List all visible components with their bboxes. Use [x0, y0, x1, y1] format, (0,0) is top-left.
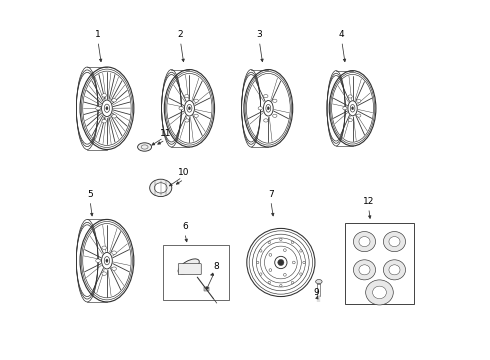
Ellipse shape [179, 107, 183, 110]
Ellipse shape [348, 118, 352, 122]
Ellipse shape [348, 95, 352, 98]
Ellipse shape [316, 279, 322, 284]
Ellipse shape [96, 107, 100, 110]
Bar [345, 223, 414, 304]
Ellipse shape [102, 120, 106, 123]
Ellipse shape [258, 107, 263, 110]
Ellipse shape [357, 99, 361, 103]
Ellipse shape [185, 119, 189, 122]
Ellipse shape [101, 252, 112, 269]
Ellipse shape [372, 286, 387, 299]
Ellipse shape [112, 114, 117, 118]
Ellipse shape [106, 259, 108, 262]
Ellipse shape [383, 260, 406, 280]
Circle shape [268, 241, 270, 244]
Ellipse shape [112, 251, 117, 255]
Circle shape [303, 261, 305, 264]
Ellipse shape [268, 107, 270, 110]
Circle shape [291, 282, 294, 284]
Text: 9: 9 [314, 288, 319, 297]
Text: 7: 7 [268, 190, 274, 199]
Text: 12: 12 [363, 197, 374, 206]
Ellipse shape [112, 99, 117, 102]
Circle shape [300, 273, 302, 275]
Circle shape [275, 256, 287, 269]
Ellipse shape [353, 231, 375, 252]
Circle shape [284, 249, 286, 252]
Circle shape [280, 284, 282, 287]
Circle shape [291, 241, 294, 244]
FancyBboxPatch shape [178, 264, 201, 275]
Ellipse shape [138, 143, 151, 151]
Ellipse shape [189, 107, 191, 110]
Circle shape [260, 250, 262, 252]
Circle shape [269, 253, 272, 256]
Circle shape [293, 261, 295, 264]
Ellipse shape [106, 107, 108, 110]
Ellipse shape [264, 119, 268, 122]
Text: 8: 8 [214, 262, 219, 271]
Ellipse shape [264, 100, 273, 116]
Ellipse shape [366, 280, 393, 305]
Ellipse shape [264, 94, 268, 98]
Ellipse shape [359, 237, 370, 247]
Ellipse shape [102, 246, 106, 249]
Circle shape [260, 273, 262, 275]
Ellipse shape [272, 99, 277, 102]
Ellipse shape [353, 260, 375, 280]
Circle shape [269, 269, 272, 271]
Text: 10: 10 [178, 168, 190, 177]
Ellipse shape [357, 114, 361, 117]
Text: 11: 11 [160, 129, 171, 138]
Ellipse shape [96, 259, 100, 262]
Ellipse shape [112, 267, 117, 270]
Text: 6: 6 [182, 222, 188, 231]
Ellipse shape [383, 231, 406, 252]
Ellipse shape [101, 100, 112, 117]
Ellipse shape [149, 179, 172, 197]
Circle shape [268, 282, 270, 284]
Ellipse shape [184, 100, 195, 116]
Circle shape [280, 238, 282, 240]
Ellipse shape [389, 265, 400, 275]
Text: 2: 2 [178, 30, 183, 39]
Ellipse shape [348, 101, 357, 116]
Ellipse shape [272, 114, 277, 117]
Ellipse shape [178, 259, 199, 274]
Ellipse shape [185, 94, 189, 98]
Ellipse shape [343, 107, 347, 110]
Text: 3: 3 [256, 30, 262, 39]
Ellipse shape [194, 99, 198, 102]
Ellipse shape [389, 237, 400, 247]
Ellipse shape [194, 114, 198, 117]
Circle shape [284, 274, 286, 276]
Text: 5: 5 [87, 190, 93, 199]
Ellipse shape [352, 107, 353, 110]
Text: 1: 1 [95, 30, 101, 39]
Bar [204, 287, 209, 291]
Circle shape [278, 260, 284, 266]
Ellipse shape [154, 183, 167, 193]
Ellipse shape [102, 94, 106, 97]
Bar [163, 244, 229, 300]
Circle shape [300, 250, 302, 252]
Ellipse shape [359, 265, 370, 275]
Circle shape [256, 261, 259, 264]
Ellipse shape [102, 272, 106, 275]
Text: 4: 4 [339, 30, 344, 39]
